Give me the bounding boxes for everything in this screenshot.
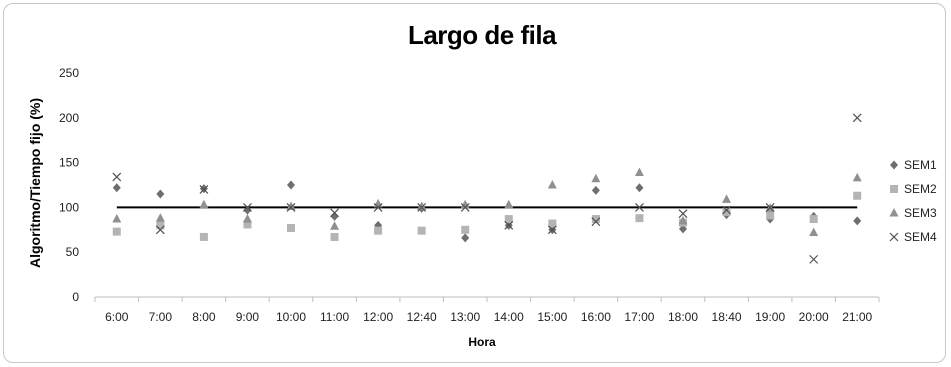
y-tick-label: 150 [59,156,79,170]
legend-label-sem1: SEM1 [904,158,937,172]
data-point-sem1 [461,233,469,242]
x-axis-title: Hora [468,335,496,349]
data-point-sem3 [287,202,296,211]
legend-marker-sem3 [890,208,899,217]
series-sem3 [112,167,861,236]
data-point-sem2 [723,208,731,216]
data-point-sem2 [287,224,295,232]
legend-marker-sem4 [890,233,898,241]
y-axis-title: Algoritmo/Tiempo fijo (%) [27,98,43,268]
data-point-sem2 [853,192,861,200]
x-tick-label: 11:00 [320,310,349,324]
x-tick-label: 18:00 [668,310,698,324]
chart-canvas: Largo de fila 0 50 100 150 200 250 6:00 7:00 8:0… [4,4,947,364]
x-tick-label: 12:00 [363,310,393,324]
data-point-sem1 [592,186,600,195]
x-tick-label: 8:00 [192,310,216,324]
data-point-sem3 [548,180,557,189]
chart-title: Largo de fila [408,20,557,50]
x-tick-label: 20:00 [799,310,829,324]
y-tick-label: 250 [59,66,79,80]
legend: SEM1 SEM2 SEM3 SEM4 [890,158,938,244]
data-point-sem4 [810,255,818,263]
legend-label-sem3: SEM3 [904,206,937,220]
data-point-sem2 [810,215,818,223]
x-tick-label: 14:00 [494,310,524,324]
data-point-sem2 [766,211,774,219]
data-point-sem1 [156,189,164,198]
series-sem4 [113,114,861,264]
x-tick-label: 13:00 [450,310,480,324]
x-tick-label: 12:40 [407,310,437,324]
y-tick-label: 0 [72,290,79,304]
legend-label-sem2: SEM2 [904,182,937,196]
x-tick-label: 7:00 [149,310,173,324]
x-tick-label: 16:00 [581,310,611,324]
data-point-sem2 [200,233,208,241]
data-point-sem3 [243,214,252,223]
data-point-sem3 [199,200,208,209]
chart-frame: Largo de fila 0 50 100 150 200 250 6:00 7:00 8:0… [3,3,946,363]
x-tick-label: 19:00 [755,310,785,324]
data-point-sem2 [461,226,469,234]
x-tick-label: 15:00 [537,310,567,324]
y-tick-label: 50 [66,245,80,259]
x-tick-label: 10:00 [276,310,306,324]
data-point-sem3 [374,199,383,208]
data-point-sem3 [330,221,339,230]
data-point-sem3 [722,194,731,203]
data-point-sem3 [809,227,818,236]
x-tick-label: 9:00 [236,310,260,324]
data-point-sem2 [418,227,426,235]
data-point-sem2 [156,221,164,229]
data-point-sem1 [287,181,295,190]
legend-marker-sem2 [890,185,898,193]
series-sem2 [113,192,861,241]
data-point-sem2 [374,227,382,235]
data-point-sem4 [853,114,861,122]
data-point-sem1 [853,216,861,225]
legend-label-sem4: SEM4 [904,230,937,244]
x-tick-label: 18:40 [712,310,742,324]
data-point-sem3 [635,167,644,176]
y-tick-label: 100 [59,200,79,214]
x-tick-label: 21:00 [842,310,872,324]
data-point-sem2 [635,214,643,222]
data-point-sem3 [591,174,600,183]
data-point-sem3 [417,202,426,211]
data-point-sem3 [504,200,513,209]
data-point-sem1 [635,183,643,192]
data-point-sem4 [113,173,121,181]
x-tick-label: 6:00 [105,310,129,324]
data-point-sem1 [113,183,121,192]
legend-marker-sem1 [890,161,898,170]
data-point-sem3 [853,173,862,182]
data-point-sem3 [112,214,121,223]
series-sem1 [113,181,861,243]
data-point-sem2 [331,233,339,241]
data-point-sem3 [156,213,165,222]
plot-area: 0 50 100 150 200 250 6:00 7:00 8:00 9:00 10:00 11:0… [59,66,879,324]
y-tick-label: 200 [59,111,79,125]
x-tick-label: 17:00 [624,310,654,324]
data-point-sem2 [113,228,121,236]
